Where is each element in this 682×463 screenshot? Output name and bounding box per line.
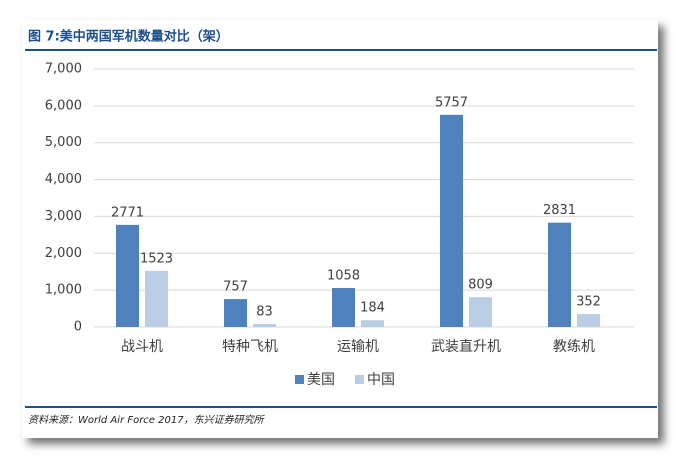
x-tick-label: 战斗机 — [121, 339, 163, 355]
source-note: 资料来源：World Air Force 2017，东兴证券研究所 — [28, 414, 266, 426]
bar — [332, 288, 355, 327]
x-tick-label: 武装直升机 — [431, 338, 501, 355]
bar — [253, 323, 276, 327]
value-label: 1058 — [327, 269, 360, 284]
value-label: 352 — [576, 295, 601, 310]
legend-swatch — [295, 375, 304, 384]
value-label: 1523 — [140, 251, 173, 266]
y-tick-label: 1,000 — [45, 283, 82, 298]
x-tick-label: 运输机 — [337, 339, 379, 355]
bar — [145, 270, 168, 327]
bar — [361, 320, 384, 327]
bar — [440, 114, 463, 327]
value-label: 5757 — [435, 95, 468, 110]
value-label: 83 — [256, 304, 273, 319]
y-tick-label: 4,000 — [45, 172, 82, 187]
legend-label: 中国 — [367, 372, 395, 388]
value-label: 2771 — [111, 205, 144, 220]
value-label: 809 — [468, 278, 493, 293]
bar — [577, 314, 600, 327]
y-tick-label: 3,000 — [45, 209, 82, 224]
legend-swatch — [355, 375, 364, 384]
value-label: 2831 — [543, 203, 576, 218]
x-tick-label: 特种飞机 — [222, 339, 278, 355]
value-label: 184 — [360, 301, 385, 316]
y-tick-label: 5,000 — [45, 135, 82, 150]
y-tick-label: 2,000 — [45, 246, 82, 261]
bar — [548, 222, 571, 327]
x-tick-label: 教练机 — [553, 339, 595, 355]
bar — [224, 299, 247, 327]
bar — [116, 224, 139, 327]
value-label: 757 — [223, 280, 248, 295]
legend-label: 美国 — [307, 372, 335, 388]
chart-title: 图 7:美中两国军机数量对比（架） — [28, 29, 229, 45]
y-tick-label: 6,000 — [45, 98, 82, 113]
y-tick-label: 7,000 — [45, 62, 82, 77]
bar — [469, 297, 492, 327]
y-tick-label: 0 — [74, 320, 82, 335]
